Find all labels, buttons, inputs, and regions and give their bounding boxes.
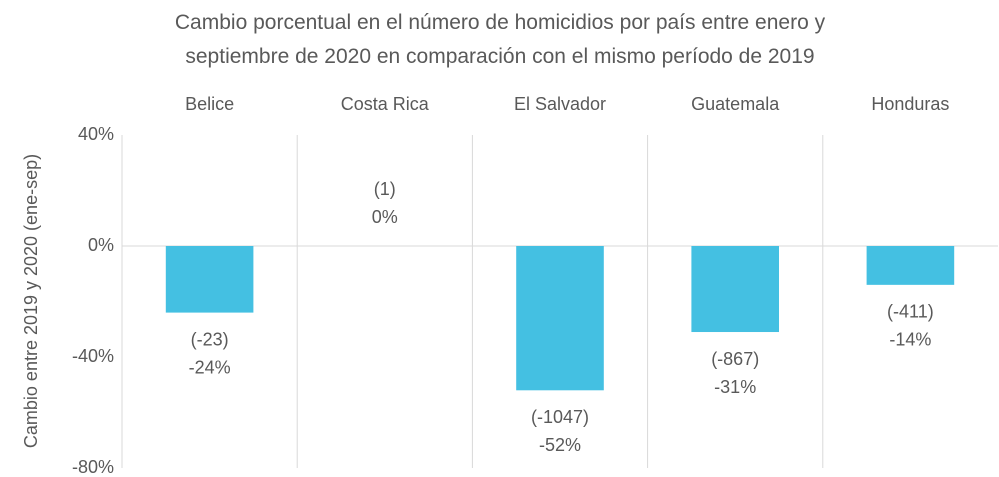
bar <box>866 246 955 285</box>
value-label: -14% <box>889 330 931 350</box>
x-tick-label: Costa Rica <box>341 94 430 114</box>
value-label: -52% <box>539 435 581 455</box>
x-tick-label: Honduras <box>871 94 949 114</box>
y-tick-label: -40% <box>72 346 114 366</box>
count-label: (-23) <box>191 329 229 349</box>
bar <box>516 246 604 391</box>
value-label: -24% <box>189 357 231 377</box>
count-label: (-1047) <box>531 407 589 427</box>
count-label: (1) <box>374 179 396 199</box>
y-tick-label: 40% <box>78 124 114 144</box>
chart-title: Cambio porcentual en el número de homici… <box>174 11 826 68</box>
count-label: (-867) <box>711 349 759 369</box>
value-label: -31% <box>714 377 756 397</box>
value-label: 0% <box>372 207 398 227</box>
y-axis-label: Cambio entre 2019 y 2020 (ene-sep) <box>21 154 41 448</box>
y-tick-label: -80% <box>72 457 114 477</box>
bar <box>165 246 254 313</box>
x-tick-label: Guatemala <box>691 94 780 114</box>
bar <box>691 246 779 333</box>
count-label: (-411) <box>887 302 934 322</box>
x-tick-label: Belice <box>185 94 234 114</box>
y-tick-label: 0% <box>88 235 114 255</box>
x-tick-label: El Salvador <box>514 94 606 114</box>
